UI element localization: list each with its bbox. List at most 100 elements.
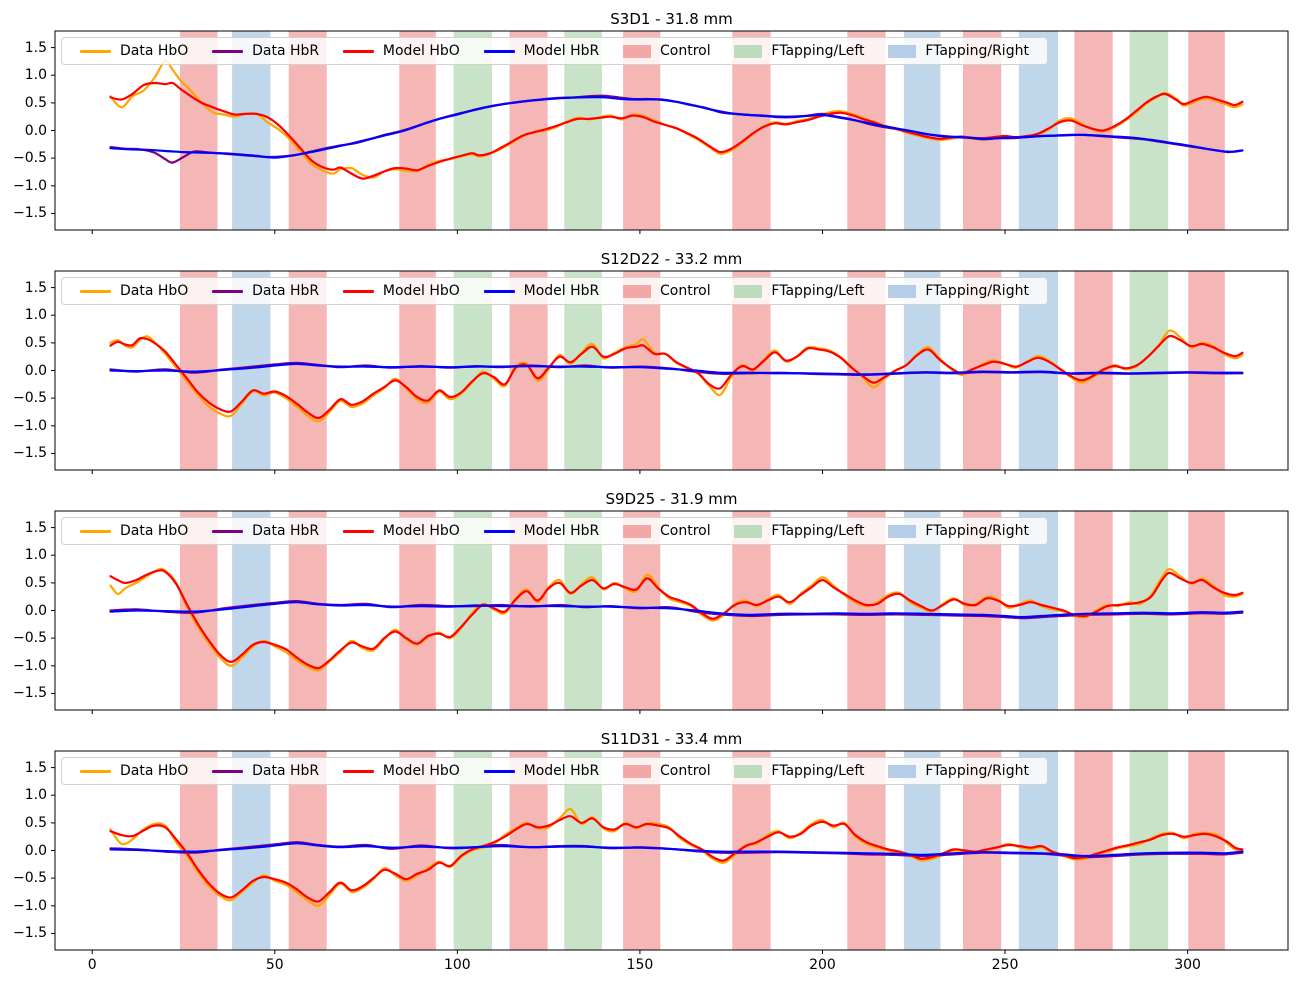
series-line-model-hbo: [109, 815, 1244, 903]
legend-line-swatch-model-hbr: [483, 289, 515, 293]
legend-item-model-hbr: Model HbR: [483, 523, 600, 539]
y-tick-label: 0.0: [24, 122, 47, 139]
legend-label: Control: [660, 523, 711, 539]
legend-item-control: Control: [623, 283, 711, 299]
legend-line-swatch-data-hbr: [212, 289, 244, 293]
x-tick-label: 0: [87, 957, 97, 973]
legend-item-data-hbr: Data HbR: [212, 283, 319, 299]
legend-item-data-hbo: Data HbO: [80, 43, 188, 59]
condition-band-ftapping-left: [1129, 31, 1169, 230]
legend-label: Data HbR: [252, 523, 320, 539]
x-tick-label: 100: [443, 957, 471, 973]
legend-label: Model HbR: [523, 523, 600, 539]
legend: Data HbO Data HbR Model HbO Model HbR Contro…: [61, 517, 1048, 545]
condition-band-control: [1074, 511, 1113, 710]
subplot-title: S9D25 - 31.9 mm: [605, 490, 738, 508]
legend-item-ftapping-left: FTapping/Left: [734, 763, 865, 779]
legend-label: Control: [660, 43, 711, 59]
subplot-title: S12D22 - 33.2 mm: [600, 250, 743, 268]
legend-item-data-hbo: Data HbO: [80, 763, 188, 779]
x-tick-label: 50: [265, 957, 284, 973]
legend-line-swatch-data-hbo: [80, 289, 111, 293]
subplot-title: S11D31 - 33.4 mm: [600, 730, 743, 748]
y-tick-label: 0.0: [24, 602, 47, 619]
legend-label: Data HbO: [120, 763, 189, 779]
condition-band-control: [1188, 751, 1225, 950]
legend-label: FTapping/Right: [925, 283, 1029, 299]
legend-item-ftapping-left: FTapping/Left: [734, 283, 865, 299]
legend-label: FTapping/Left: [771, 523, 865, 539]
legend-patch-swatch-control: [623, 524, 652, 538]
y-tick-label: −1.5: [13, 685, 47, 702]
legend-item-model-hbr: Model HbR: [483, 763, 599, 779]
legend-label: Data HbO: [120, 523, 189, 539]
series-line-data-hbo: [109, 59, 1244, 179]
condition-band-control: [1188, 31, 1225, 230]
condition-band-control: [1074, 271, 1113, 470]
legend-line-swatch-model-hbr: [483, 529, 515, 533]
y-tick-label: 0.5: [24, 94, 47, 111]
series-line-data-hbo: [109, 567, 1244, 672]
legend: Data HbO Data HbR Model HbO Model HbR Contro…: [61, 37, 1048, 65]
y-tick-label: 0.5: [24, 574, 47, 591]
legend-item-data-hbr: Data HbR: [212, 523, 319, 539]
legend-item-ftapping-right: FTapping/Right: [888, 43, 1029, 59]
legend-item-model-hbr: Model HbR: [483, 43, 600, 59]
legend-item-ftapping-left: FTapping/Left: [734, 43, 865, 59]
legend-patch-swatch-control: [623, 764, 652, 778]
condition-band-control: [1188, 271, 1225, 470]
legend-patch-swatch-ftapping-left: [734, 524, 763, 538]
legend-item-ftapping-right: FTapping/Right: [888, 283, 1029, 299]
legend-patch-swatch-ftapping-right: [888, 284, 917, 298]
y-tick-label: 0.0: [24, 842, 47, 859]
legend-line-swatch-data-hbo: [80, 769, 111, 773]
legend-item-control: Control: [623, 43, 711, 59]
y-tick-label: −1.0: [13, 657, 47, 674]
legend-label: Data HbR: [252, 763, 320, 779]
condition-band-control: [1188, 511, 1225, 710]
legend-item-control: Control: [623, 763, 711, 779]
y-tick-label: 0.0: [24, 362, 47, 379]
x-tick-label: 200: [809, 957, 836, 973]
legend-patch-swatch-ftapping-right: [888, 44, 917, 58]
condition-band-ftapping-left: [1129, 751, 1169, 950]
legend-item-ftapping-left: FTapping/Left: [734, 523, 865, 539]
legend-patch-swatch-control: [623, 44, 652, 58]
legend-line-swatch-data-hbr: [212, 769, 244, 773]
legend-label: Data HbR: [252, 43, 320, 59]
legend-item-data-hbo: Data HbO: [80, 523, 188, 539]
y-tick-label: 1.0: [24, 307, 47, 324]
legend-label: FTapping/Right: [925, 43, 1029, 59]
legend-item-model-hbr: Model HbR: [483, 283, 599, 299]
y-tick-label: 1.5: [24, 519, 47, 536]
legend-label: Model HbO: [382, 763, 460, 779]
legend-patch-swatch-ftapping-right: [888, 764, 917, 778]
y-tick-label: −0.5: [13, 390, 47, 407]
y-tick-label: −1.5: [13, 445, 47, 462]
legend-label: Control: [660, 283, 711, 299]
legend-item-ftapping-right: FTapping/Right: [888, 523, 1029, 539]
y-tick-label: −1.5: [13, 205, 47, 222]
legend-label: FTapping/Right: [925, 523, 1029, 539]
legend-line-swatch-model-hbr: [483, 49, 515, 53]
condition-band-ftapping-left: [1129, 511, 1169, 710]
legend-label: Model HbR: [523, 43, 600, 59]
legend-line-swatch-model-hbo: [342, 49, 374, 53]
condition-band-ftapping-left: [1129, 271, 1169, 470]
legend-label: FTapping/Right: [925, 763, 1029, 779]
legend-label: Data HbO: [120, 283, 189, 299]
series-line-model-hbo: [109, 569, 1244, 670]
legend-item-ftapping-right: FTapping/Right: [888, 763, 1029, 779]
y-tick-label: 0.5: [24, 814, 47, 831]
legend-item-data-hbr: Data HbR: [212, 43, 319, 59]
legend-label: FTapping/Left: [771, 43, 865, 59]
x-tick-label: 300: [1174, 957, 1201, 973]
y-tick-label: −1.5: [13, 925, 47, 942]
legend-patch-swatch-control: [623, 284, 652, 298]
y-tick-label: −1.0: [13, 897, 47, 914]
series-line-model-hbr: [109, 362, 1244, 376]
legend-line-swatch-data-hbo: [80, 49, 111, 53]
legend-label: FTapping/Left: [771, 763, 865, 779]
x-tick-label: 150: [626, 957, 654, 973]
